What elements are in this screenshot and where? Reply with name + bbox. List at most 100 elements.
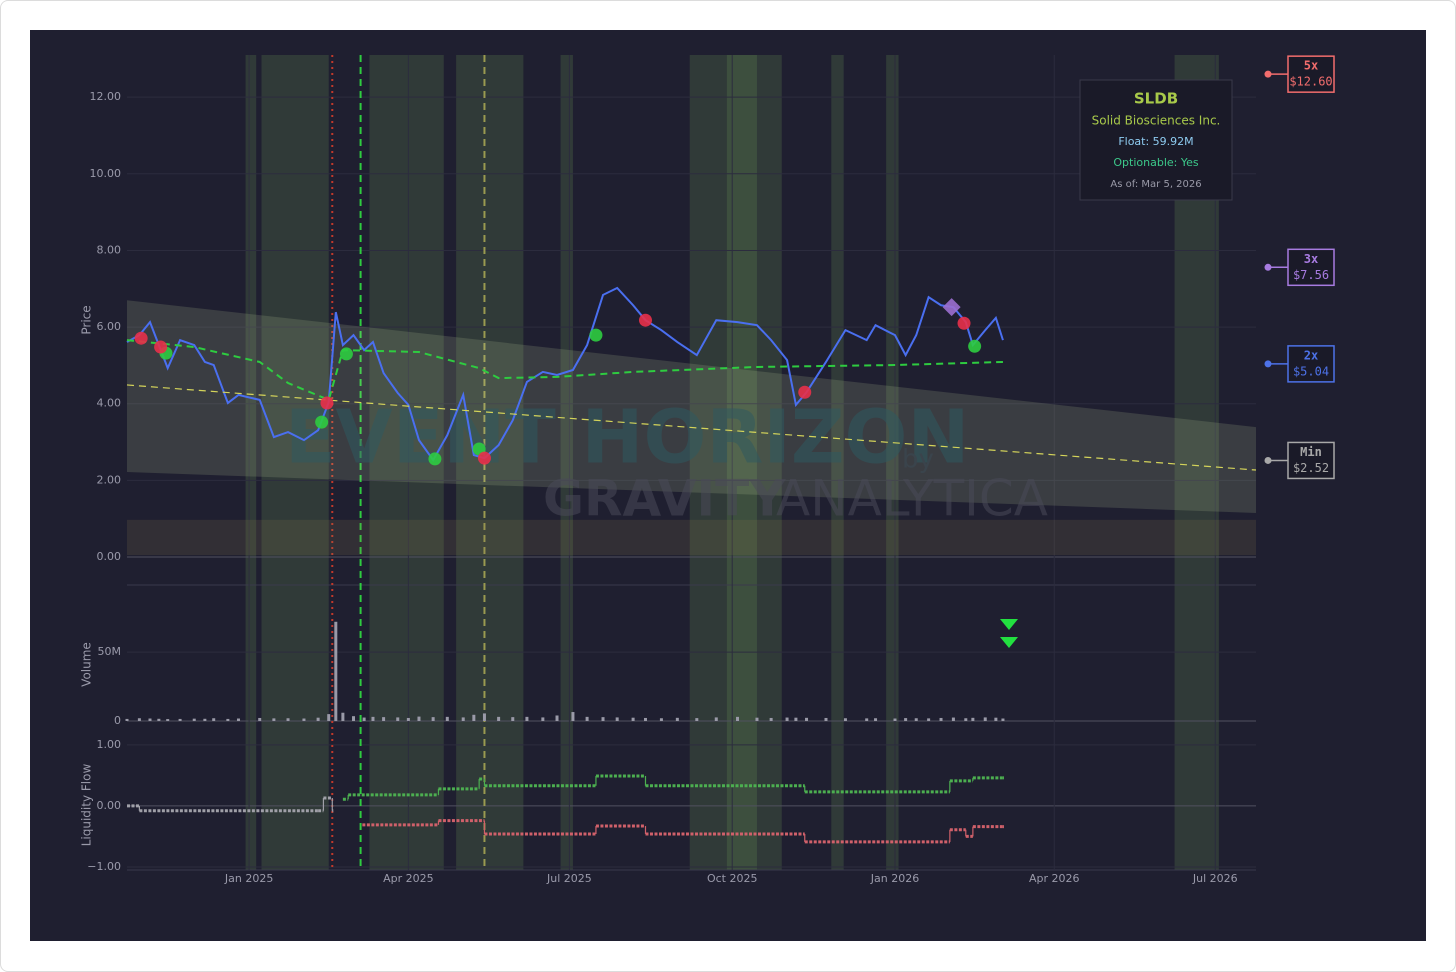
support-band	[127, 519, 1256, 556]
volume-bar	[983, 717, 987, 721]
x-tick-label: Apr 2026	[1029, 872, 1080, 885]
volume-bar	[341, 712, 345, 721]
volume-bar	[334, 621, 338, 721]
over-layer: 0.00 2.00 4.00 6.00 8.00 10.00 12.00 Price 0 50M V…	[80, 55, 1335, 885]
volume-bar	[755, 717, 759, 721]
volume-bar	[805, 717, 809, 721]
y-tick-label: 8.00	[97, 243, 122, 256]
volume-bar	[769, 717, 773, 721]
volume-bar	[192, 718, 196, 721]
highlight-period	[456, 55, 524, 870]
volume-bar	[643, 717, 647, 721]
volume-bar	[382, 717, 386, 721]
volume-bar	[1001, 718, 1005, 721]
volume-bar	[148, 718, 152, 721]
level-dot	[1264, 456, 1272, 464]
volume-bar	[226, 718, 230, 721]
as-of: As of: Mar 5, 2026	[1110, 179, 1201, 190]
series-line	[126, 384, 1257, 471]
volume-bar	[417, 716, 421, 721]
volume-bar	[659, 718, 663, 721]
level-dot	[1264, 360, 1272, 368]
volume-bar	[396, 717, 400, 721]
volume-bar	[571, 712, 575, 721]
y-tick-label: 10.00	[90, 167, 122, 180]
volume-bar	[362, 717, 366, 721]
volume-bar	[431, 717, 435, 721]
volume-bar	[482, 713, 486, 721]
x-tick-label: Jul 2025	[546, 872, 592, 885]
volume-bar	[236, 718, 240, 721]
watermark-title: EVENT HORIZON	[285, 395, 969, 481]
signal-dot	[339, 347, 353, 361]
series-line	[126, 286, 1004, 462]
y-tick-label: 50M	[98, 645, 122, 658]
x-tick-label: Jul 2026	[1192, 872, 1238, 885]
volume-bar	[497, 716, 501, 721]
volume-bar	[472, 714, 476, 721]
volume-bar	[615, 717, 619, 721]
level-name: 2x	[1304, 348, 1318, 362]
volume-bar	[258, 717, 262, 721]
volume-bar	[406, 717, 410, 721]
volume-bar	[371, 716, 375, 721]
volume-bar	[272, 718, 276, 721]
volume-bar	[675, 717, 679, 721]
highlight-period	[689, 55, 782, 870]
alert-triangle	[1000, 637, 1018, 648]
volume-bar	[843, 718, 847, 721]
volume-bar	[178, 718, 182, 721]
signal-dot	[638, 313, 652, 327]
signal-dot	[154, 340, 168, 354]
volume-bar	[302, 718, 306, 721]
ticker: SLDB	[1134, 90, 1178, 108]
x-tick-label: Jan 2025	[224, 872, 273, 885]
signal-dot	[798, 385, 812, 399]
company-name: Solid Biosciences Inc.	[1092, 114, 1221, 128]
volume-bar	[939, 717, 943, 721]
info-box-frame	[1079, 79, 1233, 201]
volume-bar	[212, 718, 216, 721]
volume-bar	[994, 717, 998, 721]
volume-bar	[555, 715, 559, 721]
series-line	[126, 339, 1003, 402]
level-value: $5.04	[1293, 364, 1329, 378]
volume-bar	[352, 716, 356, 721]
y-tick-label: 0.00	[97, 550, 122, 563]
channel	[127, 300, 1256, 513]
highlight-period	[245, 55, 257, 870]
volume-bar	[695, 718, 699, 721]
volume-bar	[794, 717, 798, 721]
signal-dot	[428, 452, 442, 466]
volume-bar	[714, 717, 718, 721]
level-box	[1287, 55, 1335, 93]
volume-bar	[525, 716, 529, 721]
volume-bar	[951, 717, 955, 721]
volume-bar	[203, 718, 207, 721]
volume-bar	[824, 717, 828, 721]
highlight-period	[831, 55, 844, 870]
info-box: SLDB Solid Biosciences Inc. Float: 59.92…	[1079, 79, 1233, 201]
volume-bar	[316, 717, 320, 721]
volume-bar	[904, 718, 908, 721]
signal-dot	[957, 316, 971, 330]
watermark-brand-light: ANALYTICA	[776, 470, 1048, 528]
volume-bar	[914, 718, 918, 721]
volume-bar	[631, 717, 635, 721]
volume-bar	[971, 717, 975, 721]
signal-dot	[477, 451, 491, 465]
volume-bar	[927, 718, 931, 721]
y-tick-label: 0.00	[97, 799, 122, 812]
volume-bar	[286, 718, 290, 721]
volume-bar	[166, 719, 170, 721]
x-tick-label: Jan 2026	[870, 872, 919, 885]
volume-bar	[736, 716, 740, 721]
volume-bar	[445, 716, 449, 721]
volume-bar	[964, 718, 968, 721]
y-tick-label: 6.00	[97, 320, 122, 333]
y-axis-title: Price	[80, 305, 94, 334]
float: Float: 59.92M	[1118, 135, 1193, 148]
y-axis-title: Volume	[80, 642, 94, 687]
highlight-period	[261, 55, 329, 870]
watermark: EVENT HORIZON by GRAVITY ANALYTICA	[285, 395, 1048, 528]
